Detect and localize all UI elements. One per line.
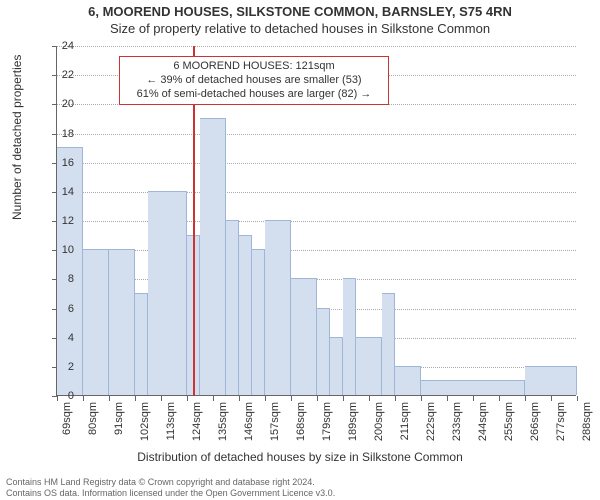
ytick-label: 18 bbox=[50, 128, 74, 140]
histogram-bar bbox=[317, 308, 330, 396]
xtick-label: 211sqm bbox=[399, 402, 411, 440]
grid-line bbox=[57, 192, 576, 193]
histogram-bar bbox=[395, 366, 421, 395]
title-line2: Size of property relative to detached ho… bbox=[0, 21, 600, 36]
xtick-mark bbox=[135, 396, 136, 401]
histogram-bar bbox=[330, 337, 343, 395]
xtick-mark bbox=[291, 396, 292, 401]
xtick-mark bbox=[343, 396, 344, 401]
xtick-label: 189sqm bbox=[347, 402, 359, 441]
xtick-mark bbox=[265, 396, 266, 401]
xtick-mark bbox=[447, 396, 448, 401]
grid-line bbox=[57, 134, 576, 135]
chart-area: 6 MOOREND HOUSES: 121sqm← 39% of detache… bbox=[56, 46, 576, 396]
y-axis-label: Number of detached properties bbox=[10, 55, 24, 220]
annotation-line3: 61% of semi-detached houses are larger (… bbox=[126, 88, 382, 102]
xtick-label: 255sqm bbox=[503, 402, 515, 441]
annotation-line2: ← 39% of detached houses are smaller (53… bbox=[126, 74, 382, 88]
ytick-label: 4 bbox=[50, 332, 74, 344]
xtick-label: 113sqm bbox=[165, 402, 177, 440]
ytick-label: 16 bbox=[50, 157, 74, 169]
xtick-mark bbox=[473, 396, 474, 401]
xtick-label: 244sqm bbox=[477, 402, 489, 441]
footer-attribution: Contains HM Land Registry data © Crown c… bbox=[6, 477, 335, 498]
ytick-label: 14 bbox=[50, 186, 74, 198]
xtick-mark bbox=[421, 396, 422, 401]
annotation-box: 6 MOOREND HOUSES: 121sqm← 39% of detache… bbox=[119, 56, 389, 105]
grid-line bbox=[57, 46, 576, 47]
ytick-label: 8 bbox=[50, 273, 74, 285]
title-line1: 6, MOOREND HOUSES, SILKSTONE COMMON, BAR… bbox=[0, 4, 600, 19]
histogram-bar bbox=[226, 220, 239, 395]
histogram-bar bbox=[382, 293, 395, 395]
xtick-mark bbox=[239, 396, 240, 401]
xtick-label: 288sqm bbox=[581, 402, 593, 441]
xtick-mark bbox=[213, 396, 214, 401]
histogram-bar bbox=[421, 380, 525, 395]
chart-title-block: 6, MOOREND HOUSES, SILKSTONE COMMON, BAR… bbox=[0, 0, 600, 36]
xtick-label: 102sqm bbox=[139, 402, 151, 441]
xtick-label: 179sqm bbox=[321, 402, 333, 441]
xtick-mark bbox=[369, 396, 370, 401]
x-axis-label: Distribution of detached houses by size … bbox=[0, 450, 600, 464]
ytick-label: 2 bbox=[50, 361, 74, 373]
xtick-label: 135sqm bbox=[217, 402, 229, 441]
plot-region: 6 MOOREND HOUSES: 121sqm← 39% of detache… bbox=[56, 46, 576, 396]
ytick-label: 12 bbox=[50, 215, 74, 227]
histogram-bar bbox=[239, 235, 252, 395]
ytick-label: 6 bbox=[50, 303, 74, 315]
histogram-bar bbox=[252, 249, 265, 395]
xtick-mark bbox=[317, 396, 318, 401]
xtick-mark bbox=[551, 396, 552, 401]
xtick-label: 80sqm bbox=[87, 402, 99, 435]
xtick-label: 146sqm bbox=[243, 402, 255, 441]
histogram-bar bbox=[525, 366, 577, 395]
histogram-bar bbox=[291, 278, 317, 395]
histogram-bar bbox=[148, 191, 187, 395]
ytick-label: 20 bbox=[50, 98, 74, 110]
xtick-mark bbox=[161, 396, 162, 401]
xtick-mark bbox=[109, 396, 110, 401]
xtick-mark bbox=[187, 396, 188, 401]
xtick-label: 277sqm bbox=[555, 402, 567, 441]
xtick-mark bbox=[499, 396, 500, 401]
xtick-label: 124sqm bbox=[191, 402, 203, 441]
ytick-label: 10 bbox=[50, 244, 74, 256]
ytick-label: 22 bbox=[50, 69, 74, 81]
footer-line2: Contains OS data. Information licensed u… bbox=[6, 488, 335, 498]
ytick-label: 24 bbox=[50, 40, 74, 52]
annotation-line1: 6 MOOREND HOUSES: 121sqm bbox=[126, 60, 382, 74]
footer-line1: Contains HM Land Registry data © Crown c… bbox=[6, 477, 335, 487]
histogram-bar bbox=[343, 278, 356, 395]
histogram-bar bbox=[265, 220, 291, 395]
histogram-bar bbox=[200, 118, 226, 395]
xtick-label: 157sqm bbox=[269, 402, 281, 441]
xtick-mark bbox=[525, 396, 526, 401]
xtick-label: 266sqm bbox=[529, 402, 541, 441]
histogram-bar bbox=[135, 293, 148, 395]
xtick-mark bbox=[395, 396, 396, 401]
xtick-mark bbox=[577, 396, 578, 401]
histogram-bar bbox=[109, 249, 135, 395]
xtick-mark bbox=[83, 396, 84, 401]
histogram-bar bbox=[57, 147, 83, 395]
grid-line bbox=[57, 221, 576, 222]
xtick-label: 168sqm bbox=[295, 402, 307, 441]
ytick-label: 0 bbox=[50, 390, 74, 402]
xtick-label: 91sqm bbox=[113, 402, 125, 435]
histogram-bar bbox=[83, 249, 109, 395]
xtick-label: 233sqm bbox=[451, 402, 463, 441]
grid-line bbox=[57, 163, 576, 164]
histogram-bar bbox=[356, 337, 382, 395]
xtick-label: 69sqm bbox=[61, 402, 73, 435]
xtick-label: 222sqm bbox=[425, 402, 437, 441]
xtick-label: 200sqm bbox=[373, 402, 385, 441]
